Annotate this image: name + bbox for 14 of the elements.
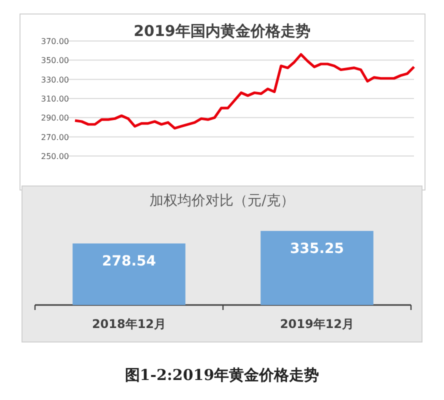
x-tick-label: 2018年12月 [92,317,166,331]
y-tick-label: 310.00 [41,94,69,104]
y-tick-label: 270.00 [41,132,69,142]
y-tick-label: 350.00 [41,56,69,66]
y-tick-label: 370.00 [41,37,69,46]
data-label: 278.54 [102,253,156,270]
data-label: 335.25 [290,240,344,257]
caption: 图1-2:2019年黄金价格走势 [124,366,320,384]
chart-title: 2019年国内黄金价格走势 [134,22,310,40]
y-tick-label: 330.00 [41,75,69,84]
x-tick-label: 2019年12月 [280,317,354,331]
y-tick-label: 290.00 [41,114,69,123]
chart-title: 加权均价对比（元/克） [150,193,294,209]
y-tick-label: 250.00 [41,152,69,161]
